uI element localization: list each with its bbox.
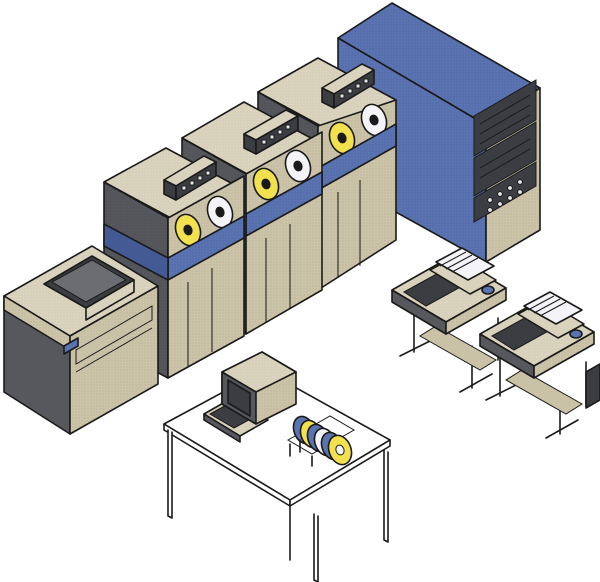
terminal-desk (163, 369, 391, 582)
mainframe-rack-panels (473, 79, 537, 223)
tape-reel (292, 415, 353, 466)
crt-terminal (203, 351, 297, 443)
teleprinter-2 (479, 291, 600, 439)
teleprinter-1 (391, 247, 507, 393)
card-reader-console (3, 245, 159, 435)
tape-reel-rack (287, 415, 355, 467)
